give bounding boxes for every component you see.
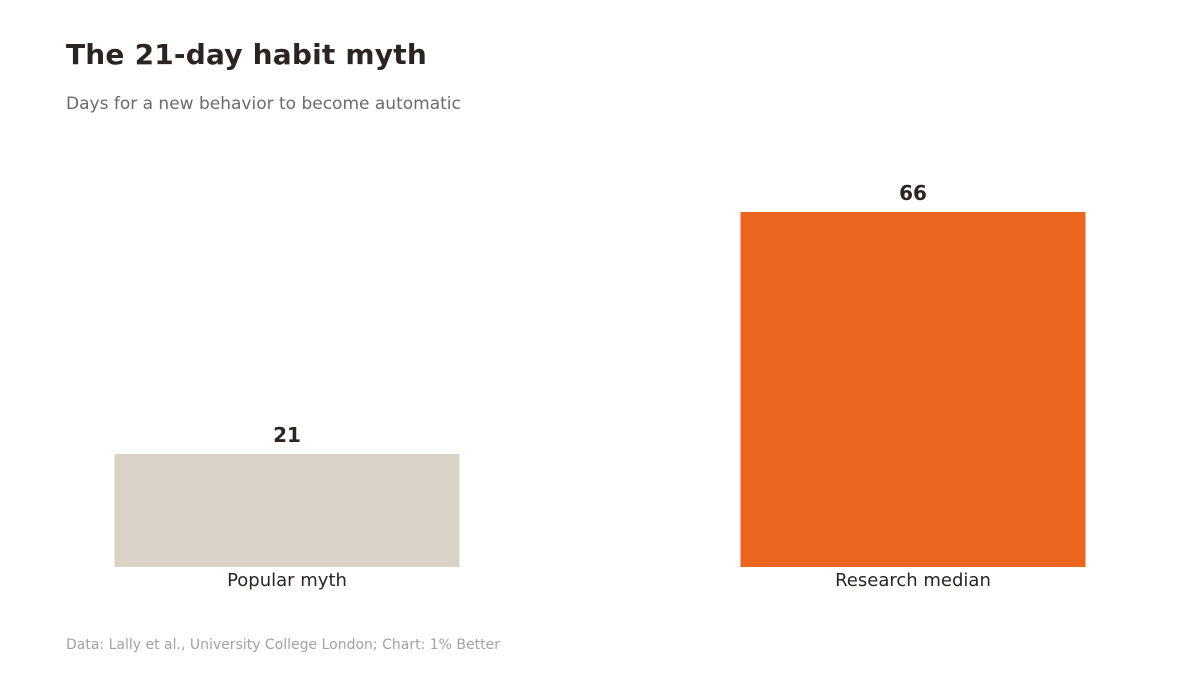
bar-research-median [740,212,1086,567]
source-note: Data: Lally et al., University College L… [66,637,500,653]
category-label: Popular myth [227,570,347,591]
value-label: 21 [273,423,301,447]
bar-popular-myth [114,454,460,567]
category-label: Research median [835,570,991,591]
chart-title: The 21-day habit myth [66,38,427,71]
chart-subtitle: Days for a new behavior to become automa… [66,94,461,114]
value-label: 66 [899,181,927,205]
